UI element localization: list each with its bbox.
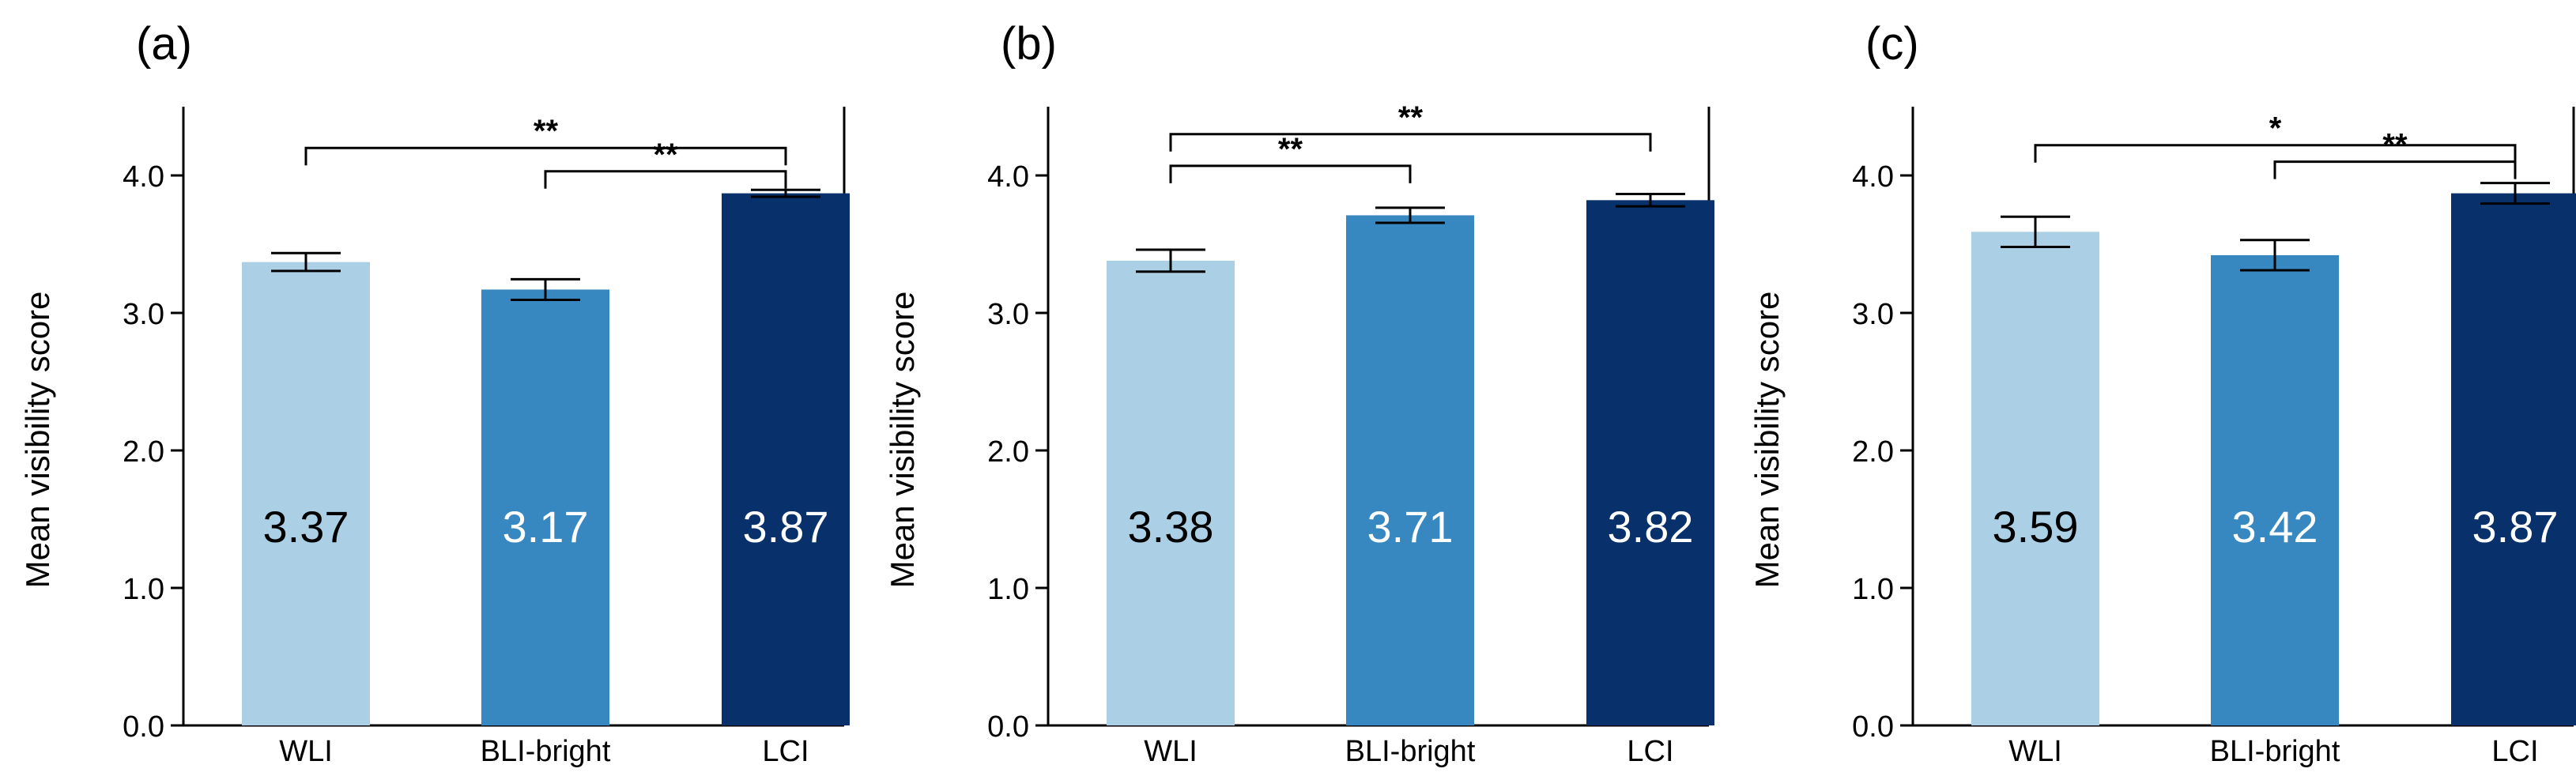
- bar-wli: [1107, 260, 1235, 725]
- chart-panel-3: (c) 0.0 1.0 2.0 3.0 4.0 Mean visibility score 3…: [1748, 18, 2576, 768]
- value-label: 3.82: [1608, 502, 1694, 552]
- significance-bracket: [544, 170, 787, 189]
- bar-wli: [1971, 232, 2099, 726]
- x-tick-label: LCI: [762, 735, 809, 768]
- significance-label: **: [2382, 128, 2408, 163]
- value-label: 3.37: [263, 502, 349, 552]
- chart-panel-2: (b) 0.0 1.0 2.0 3.0 4.0 Mean visibility score 3…: [884, 18, 1714, 768]
- bar-bli-bright: [1346, 215, 1474, 726]
- bar-lci: [2451, 193, 2576, 725]
- significance-bracket: [2034, 144, 2517, 163]
- bar-lci: [722, 193, 850, 725]
- panel-label: (c): [1865, 18, 1919, 70]
- y-tick-label: 2.0: [123, 435, 164, 469]
- x-tick-label: LCI: [1627, 735, 1673, 768]
- significance-bracket: [304, 146, 787, 166]
- value-label: 3.42: [2232, 502, 2318, 552]
- x-tick-label: WLI: [2008, 735, 2062, 768]
- y-axis-title: Mean visibility score: [1748, 292, 1786, 589]
- y-tick-label: 1.0: [1852, 573, 1894, 606]
- y-tick-label: 1.0: [123, 573, 164, 606]
- significance-label: **: [1278, 132, 1303, 167]
- y-axis-title: Mean visibility score: [19, 292, 56, 589]
- value-label: 3.59: [1993, 502, 2079, 552]
- value-label: 3.87: [743, 502, 829, 552]
- y-tick-label: 2.0: [1852, 435, 1894, 469]
- value-label: 3.38: [1128, 502, 1214, 552]
- y-tick-label: 3.0: [987, 298, 1029, 331]
- value-label: 3.17: [503, 502, 589, 552]
- y-tick-label: 4.0: [987, 160, 1029, 194]
- bar-wli: [242, 262, 370, 725]
- panel-label: (a): [136, 18, 192, 70]
- x-tick-label: LCI: [2491, 735, 2538, 768]
- significance-label: **: [534, 114, 559, 149]
- significance-label: *: [2269, 111, 2282, 146]
- bar-bli-bright: [481, 289, 609, 725]
- y-tick-label: 0.0: [987, 710, 1029, 744]
- y-tick-label: 1.0: [987, 573, 1029, 606]
- bar-bli-bright: [2211, 254, 2339, 725]
- y-tick-label: 3.0: [123, 298, 164, 331]
- significance-label: **: [653, 137, 678, 172]
- chart-panel-1: (a) 0.0 1.0 2.0 3.0 4.0 Mean visibility score 3…: [19, 18, 850, 768]
- y-tick-label: 2.0: [987, 435, 1029, 469]
- value-label: 3.87: [2472, 502, 2559, 552]
- y-tick-label: 4.0: [1852, 160, 1894, 194]
- significance-bracket: [1169, 164, 1412, 183]
- significance-bracket: [1169, 133, 1652, 152]
- y-axis-title: Mean visibility score: [884, 292, 921, 589]
- y-tick-label: 0.0: [1852, 710, 1894, 744]
- panel-label: (b): [1001, 18, 1057, 70]
- bar-lci: [1586, 200, 1714, 725]
- significance-bracket: [2273, 160, 2517, 179]
- x-tick-label: WLI: [279, 735, 333, 768]
- y-tick-label: 3.0: [1852, 298, 1894, 331]
- significance-label: **: [1398, 100, 1424, 135]
- x-tick-label: BLI-bright: [2210, 735, 2340, 768]
- value-label: 3.71: [1367, 502, 1454, 552]
- y-tick-label: 0.0: [123, 710, 164, 744]
- x-tick-label: BLI-bright: [1345, 735, 1476, 768]
- x-tick-label: WLI: [1144, 735, 1197, 768]
- y-tick-label: 4.0: [123, 160, 164, 194]
- x-tick-label: BLI-bright: [481, 735, 611, 768]
